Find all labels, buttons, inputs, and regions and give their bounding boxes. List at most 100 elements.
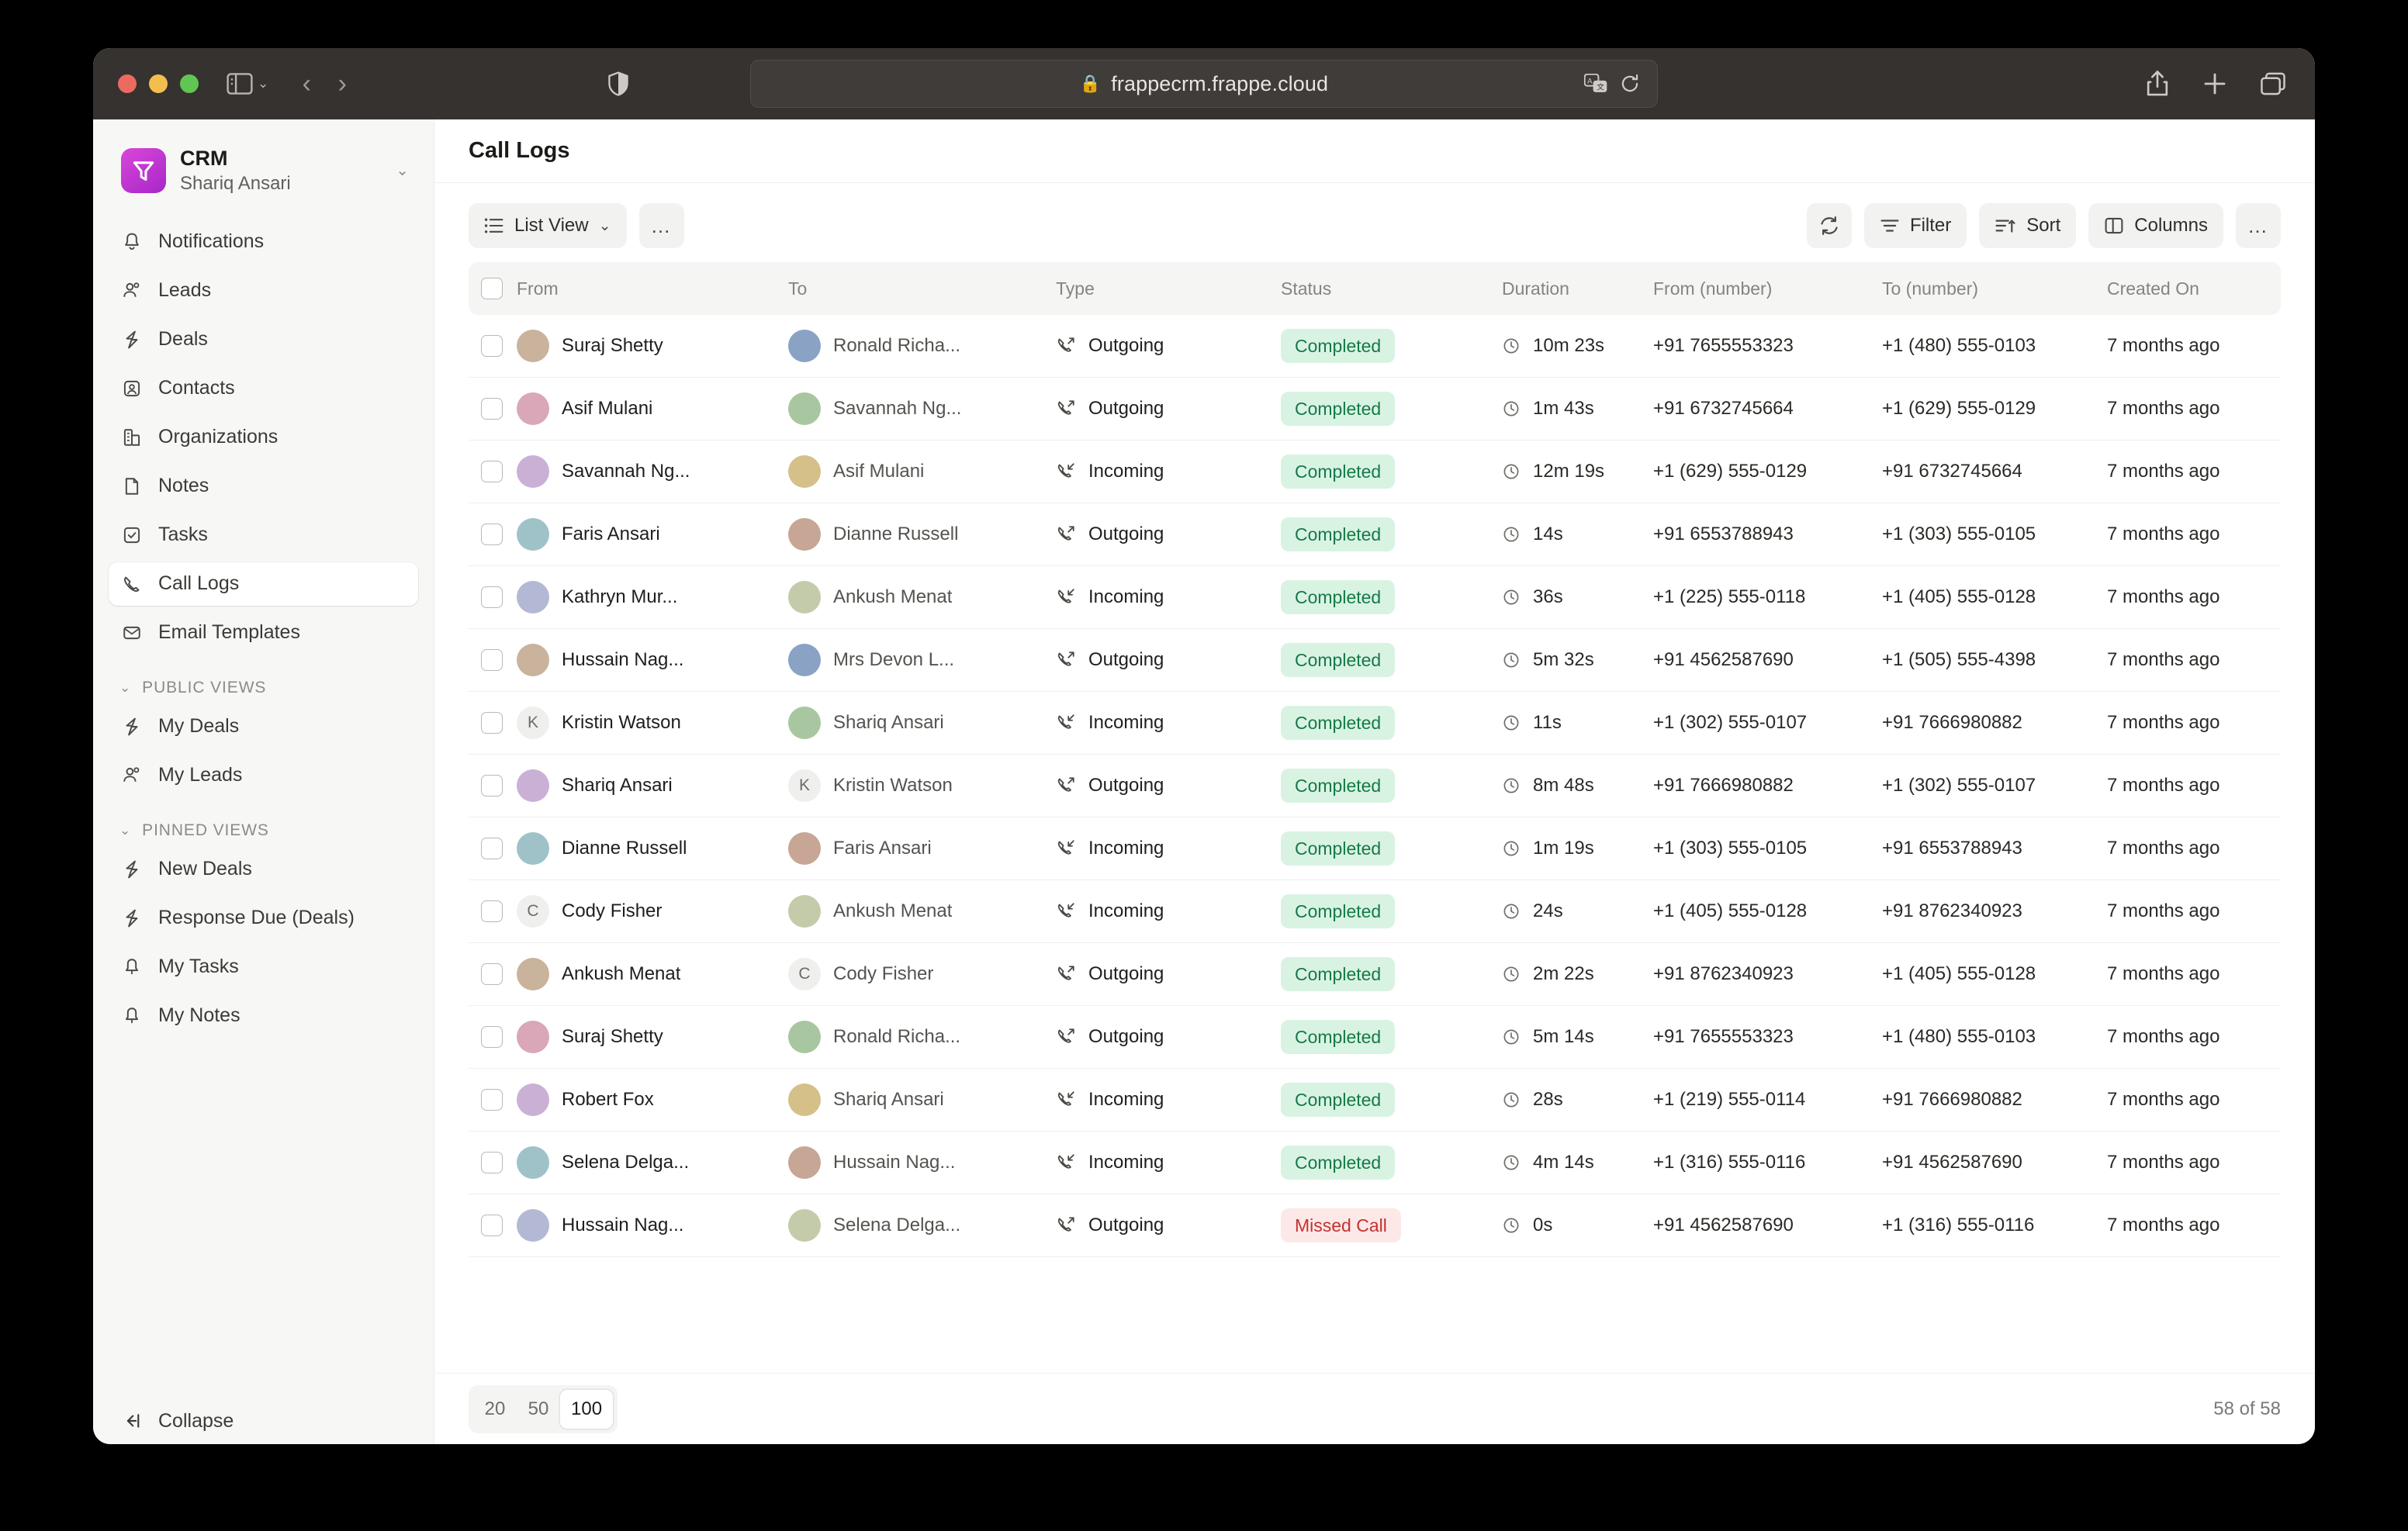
chevron-down-icon[interactable]: ⌄ — [258, 76, 269, 91]
table-row[interactable]: Ankush Menat C Cody Fisher Outgoing Complete… — [469, 943, 2281, 1006]
row-checkbox[interactable] — [469, 712, 517, 734]
sidebar-item-notes[interactable]: Notes — [109, 465, 418, 508]
cell-from: Shariq Ansari — [517, 769, 788, 802]
column-header-from[interactable]: From — [517, 278, 559, 299]
maximize-window-button[interactable] — [180, 74, 199, 93]
page-size-100[interactable]: 100 — [560, 1389, 614, 1429]
sidebar-item-response-due-deals[interactable]: Response Due (Deals) — [109, 897, 418, 940]
shield-icon[interactable] — [608, 71, 628, 96]
type-label: Incoming — [1088, 838, 1164, 859]
more-options-button[interactable]: … — [2236, 203, 2281, 248]
table-row[interactable]: Suraj Shetty Ronald Richa... Outgoing Compl… — [469, 1006, 2281, 1069]
filter-button[interactable]: Filter — [1863, 203, 1967, 248]
sidebar-item-tasks[interactable]: Tasks — [109, 513, 418, 557]
page-size-20[interactable]: 20 — [473, 1390, 517, 1429]
column-header-from-number[interactable]: From (number) — [1653, 278, 1773, 299]
column-header-type[interactable]: Type — [1056, 278, 1095, 299]
row-checkbox[interactable] — [469, 335, 517, 357]
row-checkbox[interactable] — [469, 1215, 517, 1236]
table-row[interactable]: Suraj Shetty Ronald Richa... Outgoing Compl… — [469, 315, 2281, 378]
collapse-sidebar-button[interactable]: Collapse — [93, 1398, 434, 1444]
to-name: Ankush Menat — [833, 900, 953, 921]
column-header-status[interactable]: Status — [1281, 278, 1332, 299]
sidebar-item-label: Email Templates — [158, 621, 300, 644]
back-chevron-icon[interactable]: ‹ — [302, 68, 311, 98]
sidebar-item-organizations[interactable]: Organizations — [109, 416, 418, 459]
table-row[interactable]: Savannah Ng... Asif Mulani Incoming Complet… — [469, 441, 2281, 503]
share-icon[interactable] — [2146, 71, 2169, 97]
select-all-checkbox[interactable] — [469, 278, 517, 299]
list-toolbar: List View ⌄ … Filter Sort — [434, 183, 2315, 262]
table-row[interactable]: Robert Fox Shariq Ansari Incoming Completed… — [469, 1069, 2281, 1132]
public-views-header[interactable]: ⌄ PUBLIC VIEWS — [119, 679, 434, 697]
call-direction-icon — [1056, 901, 1076, 921]
table-row[interactable]: Asif Mulani Savannah Ng... Outgoing Complet… — [469, 378, 2281, 441]
page-size-selector: 20 50 100 — [469, 1384, 618, 1433]
row-checkbox[interactable] — [469, 900, 517, 922]
call-direction-icon — [1056, 1090, 1076, 1110]
workspace-switcher[interactable]: CRM Shariq Ansari ⌄ — [112, 138, 418, 203]
cell-status: Completed — [1281, 831, 1502, 866]
row-checkbox[interactable] — [469, 1026, 517, 1048]
plus-icon[interactable] — [2203, 72, 2226, 95]
close-window-button[interactable] — [118, 74, 137, 93]
cell-to-number: +91 6553788943 — [1882, 838, 2107, 859]
column-header-created-on[interactable]: Created On — [2107, 278, 2199, 299]
row-checkbox[interactable] — [469, 838, 517, 859]
row-checkbox[interactable] — [469, 963, 517, 985]
table-row[interactable]: Shariq Ansari K Kristin Watson Outgoing Comp… — [469, 755, 2281, 817]
cell-from: Robert Fox — [517, 1083, 788, 1116]
row-checkbox[interactable] — [469, 649, 517, 671]
row-checkbox[interactable] — [469, 775, 517, 797]
row-checkbox[interactable] — [469, 1152, 517, 1173]
from-number-value: +1 (302) 555-0107 — [1653, 712, 1808, 733]
sidebar-item-contacts[interactable]: Contacts — [109, 367, 418, 410]
sidebar-toggle-icon[interactable] — [227, 73, 253, 95]
view-switcher-button[interactable]: List View ⌄ — [469, 203, 627, 248]
view-options-button[interactable]: … — [638, 203, 684, 248]
table-row[interactable]: Hussain Nag... Selena Delga... Outgoing Mis… — [469, 1194, 2281, 1257]
status-badge: Completed — [1281, 517, 1396, 551]
sidebar-item-my-notes[interactable]: My Notes — [109, 994, 418, 1038]
row-checkbox[interactable] — [469, 398, 517, 420]
columns-button[interactable]: Columns — [2088, 203, 2223, 248]
sidebar-item-leads[interactable]: Leads — [109, 269, 418, 313]
column-header-duration[interactable]: Duration — [1502, 278, 1569, 299]
minimize-window-button[interactable] — [149, 74, 168, 93]
cell-created-on: 7 months ago — [2107, 524, 2281, 545]
to-name: Selena Delga... — [833, 1215, 961, 1236]
table-row[interactable]: Kathryn Mur... Ankush Menat Incoming Comple… — [469, 566, 2281, 629]
sidebar-item-my-deals[interactable]: My Deals — [109, 705, 418, 748]
row-checkbox[interactable] — [469, 461, 517, 482]
refresh-button[interactable] — [1806, 203, 1852, 248]
table-row[interactable]: C Cody Fisher Ankush Menat Incoming Complete… — [469, 880, 2281, 943]
from-name: Selena Delga... — [562, 1152, 690, 1173]
page-size-50[interactable]: 50 — [517, 1390, 560, 1429]
sidebar-item-deals[interactable]: Deals — [109, 318, 418, 361]
table-row[interactable]: Selena Delga... Hussain Nag... Incoming Com… — [469, 1132, 2281, 1194]
row-checkbox[interactable] — [469, 1089, 517, 1111]
tab-overview-icon[interactable] — [2261, 72, 2285, 95]
row-checkbox[interactable] — [469, 524, 517, 545]
column-header-to-number[interactable]: To (number) — [1882, 278, 1978, 299]
reload-icon[interactable] — [1620, 74, 1640, 94]
sort-button[interactable]: Sort — [1979, 203, 2077, 248]
column-header-to[interactable]: To — [788, 278, 808, 299]
sidebar-item-call-logs[interactable]: Call Logs — [109, 562, 418, 606]
table-row[interactable]: Hussain Nag... Mrs Devon L... Outgoing Comp… — [469, 629, 2281, 692]
clock-icon — [1502, 1090, 1521, 1109]
sidebar-item-new-deals[interactable]: New Deals — [109, 848, 418, 891]
sidebar-item-my-leads[interactable]: My Leads — [109, 754, 418, 797]
table-row[interactable]: Faris Ansari Dianne Russell Outgoing Comple… — [469, 503, 2281, 566]
sidebar-item-email-templates[interactable]: Email Templates — [109, 611, 418, 655]
pinned-views-header[interactable]: ⌄ PINNED VIEWS — [119, 821, 434, 840]
forward-chevron-icon[interactable]: › — [337, 68, 347, 98]
table-row[interactable]: K Kristin Watson Shariq Ansari Incoming Comp… — [469, 692, 2281, 755]
row-checkbox[interactable] — [469, 586, 517, 608]
table-row[interactable]: Dianne Russell Faris Ansari Incoming Comple… — [469, 817, 2281, 880]
sidebar-item-notifications[interactable]: Notifications — [109, 220, 418, 264]
sidebar-item-my-tasks[interactable]: My Tasks — [109, 945, 418, 989]
cell-duration: 14s — [1502, 524, 1653, 545]
